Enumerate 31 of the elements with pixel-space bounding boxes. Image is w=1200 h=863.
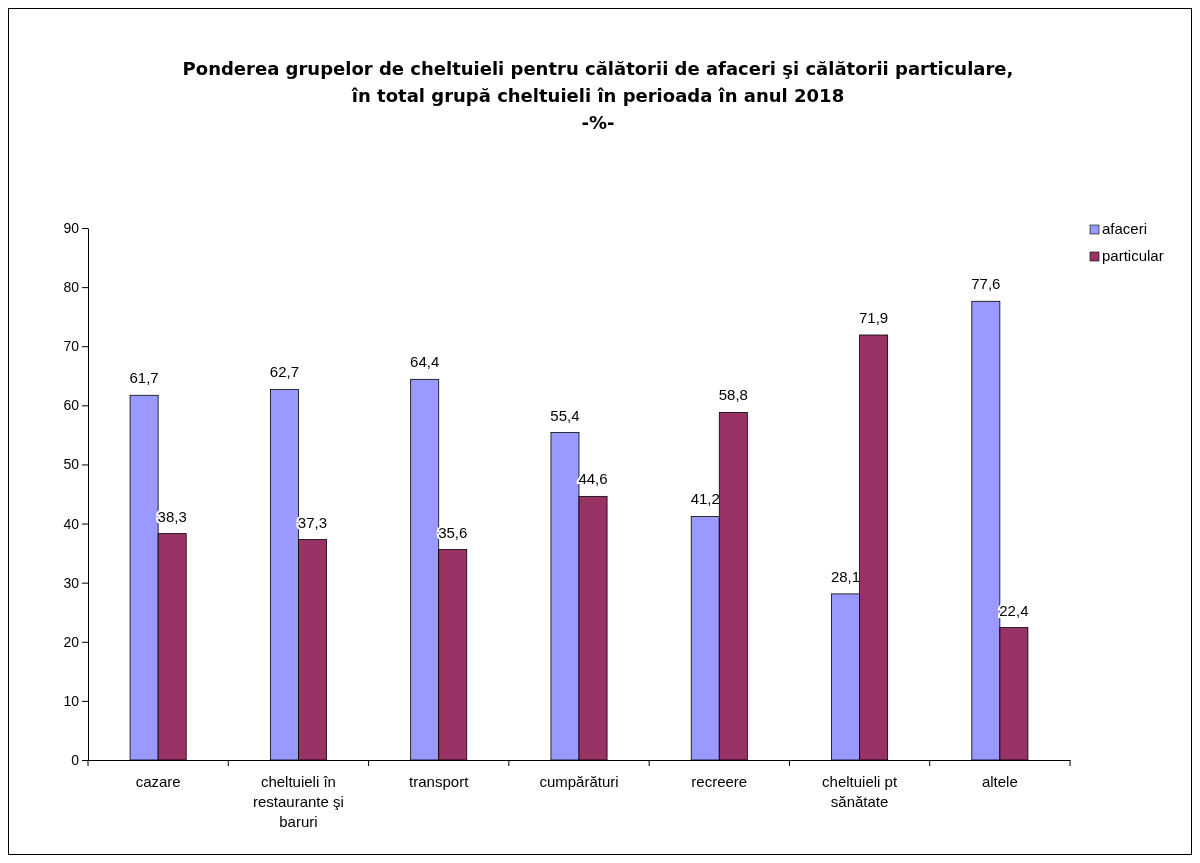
chart-subtitle: -%- xyxy=(581,112,615,133)
data-label: 41,2 xyxy=(690,490,720,508)
data-label: 61,7 xyxy=(129,369,159,387)
chart-title: Ponderea grupelor de cheltuieli pentru călătorii de afaceri şi călătorii particulare, în total grupă cheltuieli în perioada în anul 2018 xyxy=(182,58,1014,106)
y-tick-label: 80 xyxy=(63,279,80,296)
y-tick-label: 50 xyxy=(63,456,80,473)
y-tick-label: 60 xyxy=(63,397,80,414)
data-label: 55,4 xyxy=(550,406,580,424)
legend-label: afaceri xyxy=(1102,220,1148,237)
y-tick-label: 70 xyxy=(63,338,80,355)
data-label: 22,4 xyxy=(999,601,1029,619)
y-tick-label: 40 xyxy=(63,515,80,532)
data-label: 77,6 xyxy=(971,275,1001,293)
y-tick-label: 0 xyxy=(71,751,80,768)
y-tick-label: 90 xyxy=(63,219,80,236)
x-tick-label: altele xyxy=(981,773,1018,790)
data-label: 64,4 xyxy=(410,353,440,371)
x-tick-label: transport xyxy=(409,773,470,790)
data-label: 62,7 xyxy=(269,363,299,381)
data-label: 71,9 xyxy=(859,308,889,326)
x-tick-label: cheltuieli pt sănătate xyxy=(822,773,898,810)
data-label: 35,6 xyxy=(438,523,468,541)
x-tick-label: cumpărături xyxy=(539,773,619,790)
data-label: 58,8 xyxy=(718,386,748,404)
x-tick-label: cazare xyxy=(135,773,181,790)
x-tick-label: cheltuieli în restaurante şi baruri xyxy=(252,773,344,830)
y-tick-label: 10 xyxy=(63,692,80,709)
x-tick-label: recreere xyxy=(691,773,748,790)
y-tick-label: 30 xyxy=(63,574,80,591)
y-tick-label: 20 xyxy=(63,633,80,650)
legend-label: particular xyxy=(1102,247,1164,264)
